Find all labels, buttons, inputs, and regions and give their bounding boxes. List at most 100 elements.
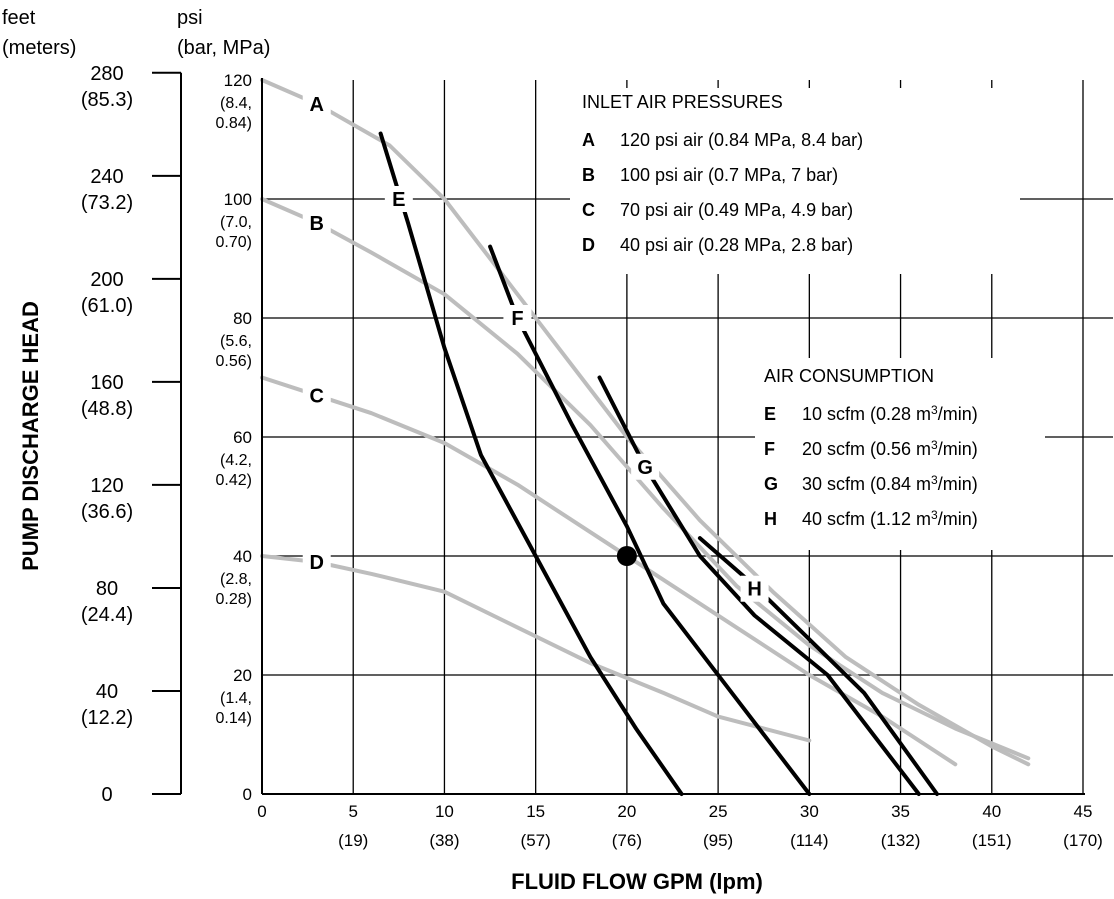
curve-label-h: H — [747, 579, 761, 601]
legend-pressure-key-b: B — [582, 165, 595, 185]
legend-pressure-text-c: 70 psi air (0.49 MPa, 4.9 bar) — [620, 200, 853, 220]
legend-consumption-text-h: 40 scfm (1.12 m3/min) — [802, 508, 978, 529]
x-tick-label: 45 — [1074, 802, 1093, 821]
x-axis-title: FLUID FLOW GPM (lpm) — [511, 869, 763, 894]
y-tick-sub-feet: (85.3) — [81, 89, 133, 111]
x-tick-label-lpm: (151) — [972, 831, 1012, 850]
curve-label-bg — [302, 90, 331, 117]
y-tick-sub-psi: (2.8, — [220, 571, 252, 588]
curve-label-c: C — [310, 385, 324, 407]
y-tick-sub-feet: (73.2) — [81, 192, 133, 214]
curve-label-a: A — [310, 94, 324, 116]
legend-pressure-text-b: 100 psi air (0.7 MPa, 7 bar) — [620, 165, 838, 185]
series-line-c — [260, 375, 958, 767]
curve-label-bg — [302, 209, 331, 236]
curve-label-d: D — [310, 552, 324, 574]
x-tick-label-lpm: (114) — [790, 831, 828, 850]
y-tick-sub-feet: (48.8) — [81, 398, 133, 420]
y-tick-sub-psi: 0.84) — [216, 115, 252, 132]
y-tick-sub-psi: 0.14) — [216, 710, 252, 727]
legend-consumption-text-g: 30 scfm (0.84 m3/min) — [802, 473, 978, 494]
legend-consumption-text-e: 10 scfm (0.28 m3/min) — [802, 403, 978, 424]
y-tick-label-psi: 120 — [224, 71, 252, 90]
x-tick-label-lpm: (57) — [521, 831, 551, 850]
legend-pressure-title: INLET AIR PRESSURES — [582, 92, 783, 112]
psi-unit-sub: (bar, MPa) — [177, 37, 270, 59]
series-line-h — [697, 536, 939, 796]
y-tick-label-psi: 40 — [233, 547, 252, 566]
x-tick-label-lpm: (95) — [703, 831, 733, 850]
series-line-b — [260, 197, 1031, 761]
legend-consumption-key-e: E — [764, 404, 776, 424]
x-tick-label-lpm: (38) — [429, 831, 459, 850]
x-tick-label: 30 — [800, 802, 819, 821]
y-tick-sub-psi: (5.6, — [220, 333, 252, 350]
curve-label-bg — [302, 382, 331, 409]
x-tick-label: 15 — [526, 802, 545, 821]
y-tick-label-feet: 40 — [96, 681, 118, 703]
curve-label-g: G — [637, 457, 653, 479]
x-tick-label: 10 — [435, 802, 454, 821]
y-tick-sub-feet: (12.2) — [81, 707, 133, 729]
legend-consumption-key-g: G — [764, 474, 778, 494]
curve-label-bg — [503, 305, 532, 331]
x-tick-label-lpm: (19) — [338, 831, 368, 850]
legend-pressure-text-d: 40 psi air (0.28 MPa, 2.8 bar) — [620, 235, 853, 255]
y-tick-label-feet: 160 — [90, 372, 123, 394]
curve-label-bg — [302, 548, 331, 575]
legend-consumption-text-f: 20 scfm (0.56 m3/min) — [802, 438, 978, 459]
legend-inlet-air-pressures: INLET AIR PRESSURES A 120 psi air (0.84 MP… — [570, 88, 1020, 274]
curve-label-bg — [384, 186, 413, 212]
legend-air-consumption: AIR CONSUMPTION E 10 scfm (0.28 m3/min) F 20… — [755, 358, 1045, 550]
y-tick-sub-feet: (24.4) — [81, 604, 133, 626]
curve-label-bg — [740, 575, 769, 602]
legend-consumption-key-f: F — [764, 439, 775, 459]
y-tick-label-feet: 240 — [90, 166, 123, 188]
x-tick-label-lpm: (132) — [881, 831, 921, 850]
y-tick-sub-feet: (36.6) — [81, 501, 133, 523]
x-tick-label-lpm: (76) — [612, 831, 642, 850]
feet-unit-label: feet — [2, 7, 36, 29]
x-tick-label: 20 — [617, 802, 636, 821]
x-tick-label: 40 — [982, 802, 1001, 821]
y-tick-label-psi: 0 — [243, 785, 252, 804]
y-tick-label-feet: 0 — [101, 784, 112, 806]
series-line-d — [260, 554, 812, 743]
x-tick-label: 5 — [348, 802, 357, 821]
curve-label-b: B — [310, 213, 324, 235]
series-line-a — [260, 78, 1031, 767]
legend-pressure-key-a: A — [582, 130, 595, 150]
y-tick-sub-feet: (61.0) — [81, 295, 133, 317]
curve-label-bg — [631, 453, 660, 480]
x-tick-label: 35 — [891, 802, 910, 821]
y-axis-title: PUMP DISCHARGE HEAD — [18, 301, 43, 571]
operating-point-marker — [616, 546, 637, 566]
series-line-g — [597, 375, 921, 796]
y-tick-label-feet: 280 — [90, 63, 123, 85]
curve-label-f: F — [511, 308, 523, 330]
series-line-e — [378, 131, 684, 796]
y-tick-label-feet: 120 — [90, 475, 123, 497]
y-tick-sub-psi: 0.42) — [216, 472, 252, 489]
axes: 0 5 10 15 20 25 30 35 40 45 (19) (38) (57) (76) (95) (1… — [2, 7, 1103, 894]
y-tick-label-psi: 60 — [233, 428, 252, 447]
x-tick-label-lpm: (170) — [1063, 831, 1103, 850]
x-tick-label: 0 — [257, 802, 266, 821]
psi-unit-label: psi — [177, 7, 203, 29]
y-tick-label-feet: 200 — [90, 269, 123, 291]
feet-unit-sub: (meters) — [2, 37, 76, 59]
y-tick-sub-psi: (7.0, — [220, 214, 252, 231]
y-tick-sub-psi: (4.2, — [220, 452, 252, 469]
y-tick-sub-psi: 0.28) — [216, 591, 252, 608]
legend-consumption-bg — [755, 358, 1045, 550]
y-tick-sub-psi: 0.70) — [216, 234, 252, 251]
legend-consumption-key-h: H — [764, 509, 777, 529]
legend-consumption-title: AIR CONSUMPTION — [764, 366, 934, 386]
y-tick-label-psi: 100 — [224, 190, 252, 209]
legend-pressure-bg — [570, 88, 1020, 274]
y-tick-sub-psi: (8.4, — [220, 95, 252, 112]
y-tick-label-psi: 80 — [233, 309, 252, 328]
legend-pressure-text-a: 120 psi air (0.84 MPa, 8.4 bar) — [620, 130, 863, 150]
